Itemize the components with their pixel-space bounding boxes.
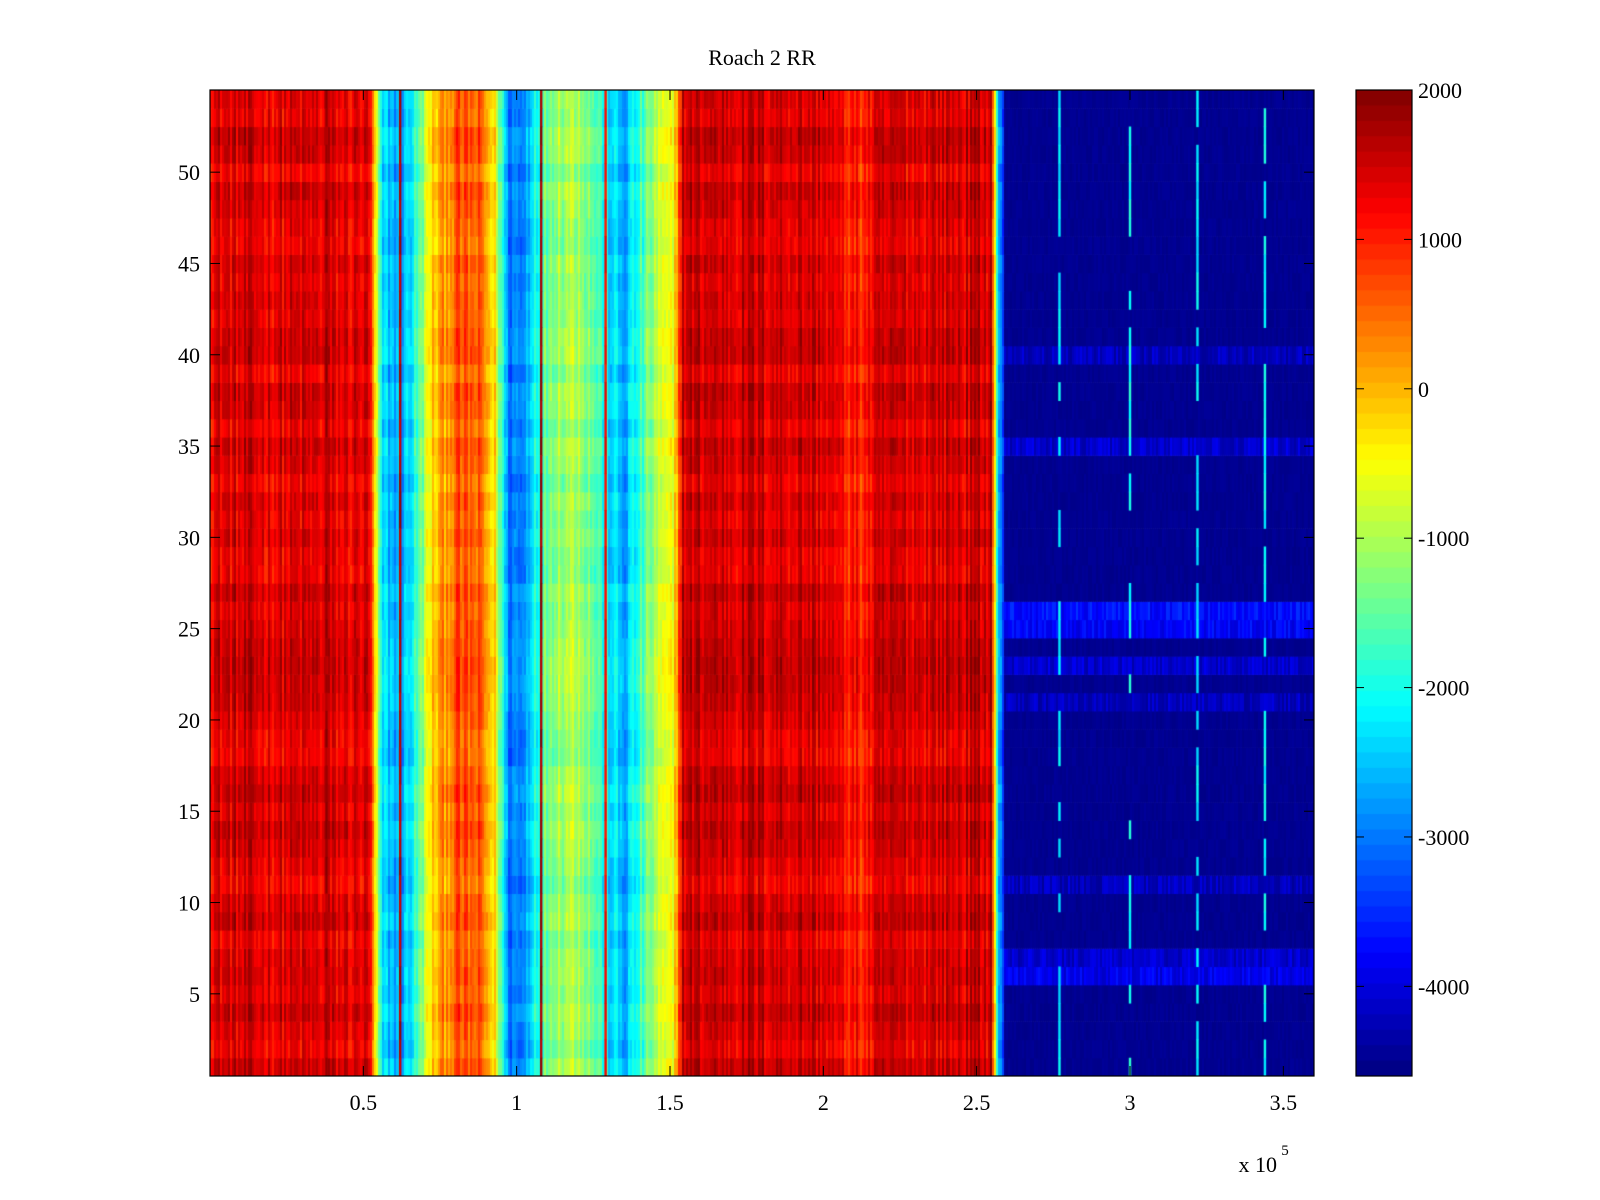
y-axis: 5 10 15 20 25 30 35 40 45 50 [178,160,1314,1007]
colorbar-tick-label: 1000 [1418,227,1462,252]
x-scale-label: x 10 [1239,1152,1278,1177]
x-tick-label: 0.5 [350,1090,378,1115]
colorbar-tick-label: 2000 [1418,78,1462,103]
plot-frame [209,89,1315,1077]
y-tick-label: 20 [178,708,200,733]
y-tick-label: 25 [178,617,200,642]
y-tick-label: 45 [178,251,200,276]
x-scale-exponent: 5 [1281,1143,1289,1159]
colorbar-tick-label: -1000 [1418,526,1469,551]
colorbar-image [1356,90,1412,1076]
colorbar-tick-label: 0 [1418,377,1429,402]
chart-title: Roach 2 RR [708,45,816,70]
x-tick-label: 2 [818,1090,829,1115]
colorbar-tick-label: -2000 [1418,676,1469,701]
x-tick-label: 1.5 [656,1090,684,1115]
x-tick-label: 1 [511,1090,522,1115]
y-tick-label: 40 [178,343,200,368]
colorbar-frame [1355,89,1413,1077]
colorbar-tick-label: -3000 [1418,825,1469,850]
x-tick-label: 2.5 [963,1090,991,1115]
y-tick-label: 15 [178,799,200,824]
y-tick-label: 10 [178,891,200,916]
y-tick-label: 35 [178,434,200,459]
x-tick-label: 3 [1125,1090,1136,1115]
heatmap-image [210,90,1314,1076]
y-tick-label: 5 [189,982,200,1007]
y-tick-label: 30 [178,525,200,550]
colorbar-axis: 2000 1000 0 -1000 -2000 -3000 -4000 [1356,78,1469,999]
colorbar-tick-label: -4000 [1418,974,1469,999]
x-axis: 0.5 1 1.5 2 2.5 3 3.5 [350,90,1298,1115]
x-tick-label: 3.5 [1270,1090,1298,1115]
y-tick-label: 50 [178,160,200,185]
